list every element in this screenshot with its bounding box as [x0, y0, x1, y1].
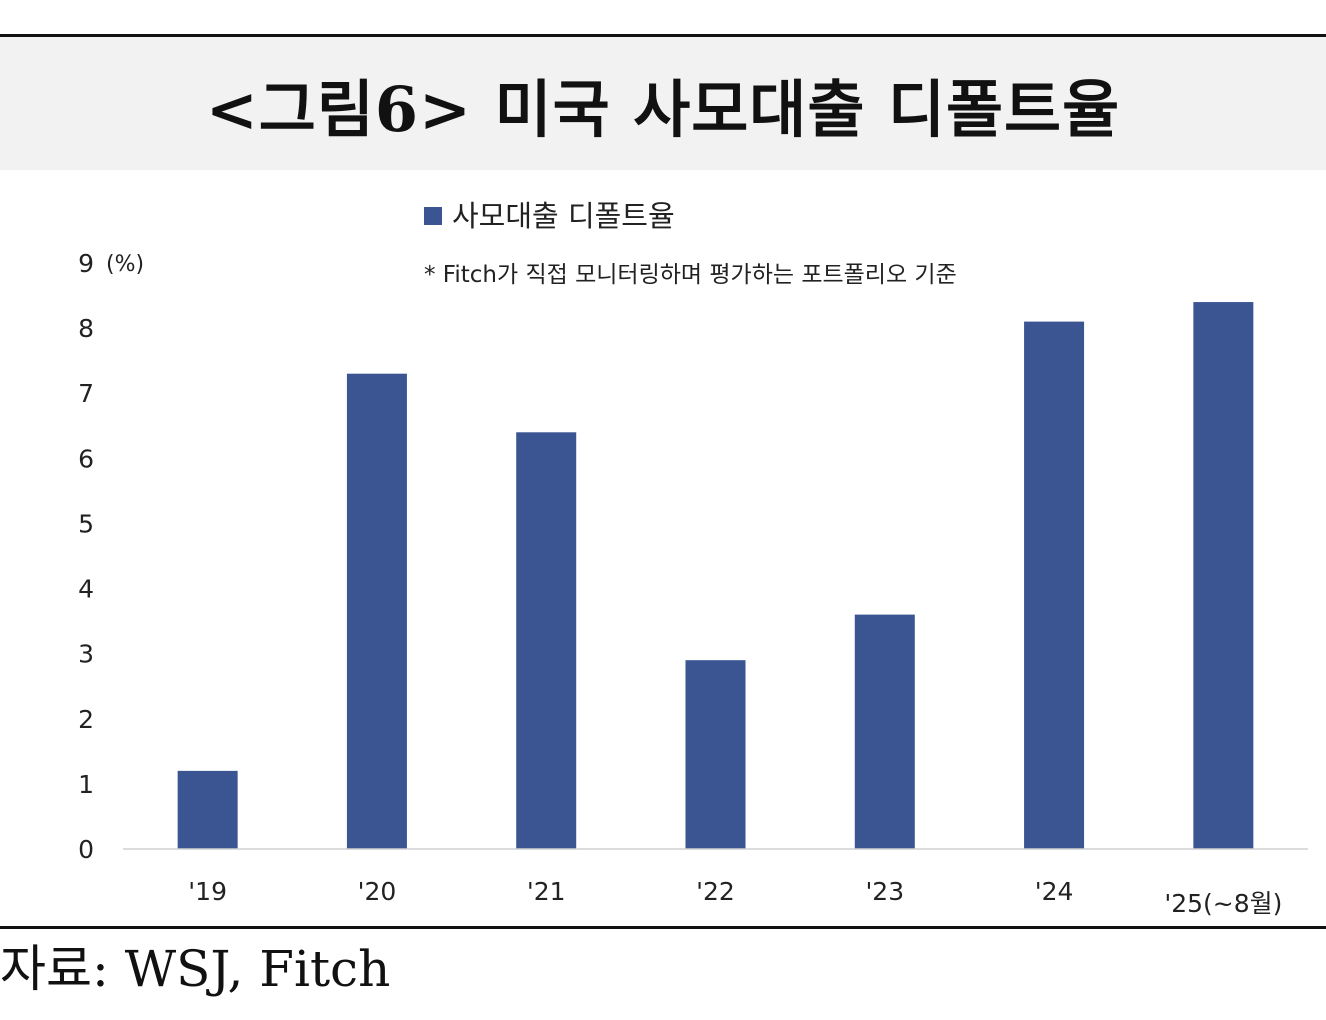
- chart-annotation: * Fitch가 직접 모니터링하며 평가하는 포트폴리오 기준: [424, 262, 957, 288]
- y-tick-label: 1: [78, 770, 94, 799]
- y-tick-label: 5: [78, 509, 94, 538]
- top-rule: [0, 34, 1326, 37]
- x-tick-label: '19: [188, 877, 227, 906]
- chart-title: <그림6> 미국 사모대출 디폴트율: [205, 72, 1121, 146]
- bar: [1024, 321, 1085, 850]
- y-tick-label: 7: [78, 379, 94, 408]
- x-tick-label: '23: [865, 877, 904, 906]
- bars: [177, 302, 1254, 850]
- bar: [854, 614, 915, 849]
- bar: [1193, 302, 1254, 849]
- x-tick-label: '25(~8월): [1164, 889, 1282, 918]
- source-note: 자료: WSJ, Fitch: [0, 940, 391, 998]
- chart-area: 사모대출 디폴트율 * Fitch가 직접 모니터링하며 평가하는 포트폴리오 …: [0, 170, 1326, 926]
- legend-swatch: [424, 207, 442, 225]
- title-band: <그림6> 미국 사모대출 디폴트율: [0, 37, 1326, 170]
- y-tick-label: 8: [78, 314, 94, 343]
- y-tick-label: 4: [78, 575, 94, 604]
- bar-chart: 사모대출 디폴트율 * Fitch가 직접 모니터링하며 평가하는 포트폴리오 …: [78, 199, 1308, 918]
- x-tick-label: '20: [358, 877, 397, 906]
- y-axis-ticks: 0 1 2 3 4 5 6 7 8 9: [78, 249, 94, 864]
- y-axis-unit: (%): [106, 252, 144, 277]
- x-tick-label: '24: [1035, 877, 1074, 906]
- x-axis-ticks: '19 '20 '21 '22 '23 '24 '25(~8월): [188, 877, 1282, 918]
- chart-legend: 사모대출 디폴트율: [424, 199, 675, 233]
- y-tick-label: 2: [78, 705, 94, 734]
- x-tick-label: '21: [527, 877, 566, 906]
- y-tick-label: 3: [78, 640, 94, 669]
- bottom-rule: [0, 926, 1326, 929]
- y-tick-label: 0: [78, 835, 94, 864]
- bar: [516, 432, 577, 849]
- bar: [346, 373, 407, 849]
- y-tick-label: 9: [78, 249, 94, 278]
- bar: [685, 660, 746, 849]
- legend-label: 사모대출 디폴트율: [452, 199, 675, 233]
- y-tick-label: 6: [78, 444, 94, 473]
- bar: [177, 770, 238, 849]
- x-tick-label: '22: [696, 877, 735, 906]
